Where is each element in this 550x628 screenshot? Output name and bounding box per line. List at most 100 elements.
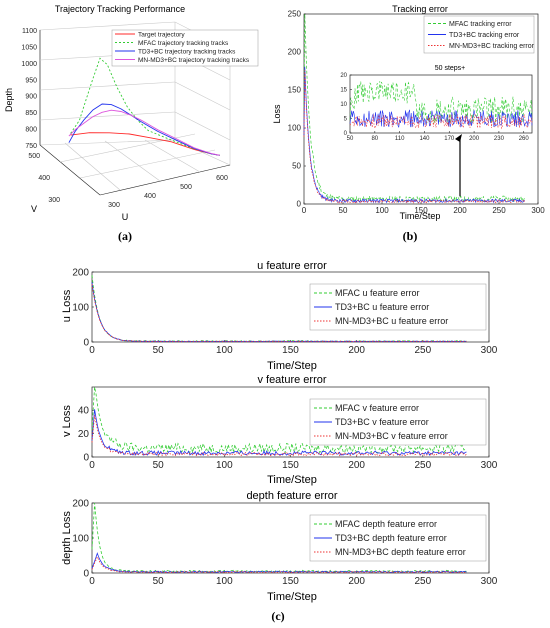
x-tick-label: 250 bbox=[492, 206, 506, 215]
series-line-1 bbox=[91, 409, 467, 456]
legend-entry: MN-MD3+BC trajectory tracking tracks bbox=[138, 57, 250, 64]
trajectory-line-2 bbox=[68, 103, 220, 156]
y-tick-label: 40 bbox=[78, 406, 90, 417]
x-tick-label: 50 bbox=[339, 206, 348, 215]
x-tick-label: 140 bbox=[419, 136, 430, 142]
legend-entry: TD3+BC u feature error bbox=[335, 302, 429, 312]
panel-a-u-label: U bbox=[122, 212, 129, 222]
y-tick-label: 5 bbox=[344, 117, 348, 123]
panel-b-title: Tracking error bbox=[392, 4, 448, 14]
depth-tick-label: 1000 bbox=[21, 61, 37, 68]
legend-entry: MN-MD3+BC u feature error bbox=[335, 316, 448, 326]
panel-c1-ylabel: u Loss bbox=[61, 289, 73, 322]
u-tick-label: 300 bbox=[108, 202, 120, 209]
panel-c3-xlabel: Time/Step bbox=[267, 591, 317, 603]
x-tick-label: 0 bbox=[89, 460, 95, 471]
panel-c3-plot-area: 0 50 100 150 200 250 300 0 100 200 MFAC depth feat… bbox=[72, 498, 497, 587]
y-tick-label: 250 bbox=[288, 10, 302, 19]
legend-entry: MN-MD3+BC depth feature error bbox=[335, 547, 466, 557]
depth-tick-label: 750 bbox=[25, 143, 37, 150]
legend-entry: MFAC v feature error bbox=[335, 403, 419, 413]
panel-a-series-lines bbox=[68, 57, 220, 156]
x-tick-label: 200 bbox=[453, 206, 467, 215]
x-tick-label: 0 bbox=[89, 345, 95, 356]
x-tick-label: 300 bbox=[481, 576, 498, 587]
panel-a-depth-label: Depth bbox=[4, 88, 14, 112]
panel-b-tracking-error-plot: Tracking error 0 50 100 150 200 250 3000501001… bbox=[272, 4, 545, 221]
legend-box bbox=[309, 398, 487, 446]
legend-entry: MFAC tracking error bbox=[449, 21, 512, 28]
panel-c-u-feature-error-plot: u feature error 0 50 100 150 200 250 300 0 100 20… bbox=[61, 260, 498, 372]
panel-a-title: Trajectory Tracking Performance bbox=[55, 4, 185, 14]
x-tick-label: 250 bbox=[414, 576, 431, 587]
x-tick-label: 100 bbox=[216, 460, 233, 471]
y-tick-label: 0 bbox=[83, 568, 89, 579]
x-tick-label: 260 bbox=[519, 136, 530, 142]
panel-b-inset-plot: 50 80 110 140 170 200 230 260 0 5 10 15 20 bbox=[340, 73, 533, 197]
x-tick-label: 0 bbox=[302, 206, 307, 215]
x-tick-label: 300 bbox=[531, 206, 545, 215]
series-line-2 bbox=[91, 284, 467, 343]
v-tick-label: 300 bbox=[48, 197, 60, 204]
x-tick-label: 0 bbox=[89, 576, 95, 587]
x-tick-label: 150 bbox=[282, 460, 299, 471]
y-tick-label: 0 bbox=[344, 131, 348, 137]
x-tick-label: 300 bbox=[481, 345, 498, 356]
v-tick-label: 500 bbox=[28, 153, 40, 160]
panel-a-depth-ticks: 750 800 850 900 950 1000 1050 1100 bbox=[21, 28, 37, 150]
u-tick-label: 600 bbox=[216, 175, 228, 182]
legend-entry: TD3+BC trajectory tracking tracks bbox=[138, 49, 236, 56]
depth-tick-label: 1050 bbox=[21, 44, 37, 51]
panel-b-ylabel: Loss bbox=[272, 104, 282, 124]
legend-entry: TD3+BC tracking error bbox=[449, 32, 520, 39]
legend-entry: TD3+BC v feature error bbox=[335, 417, 429, 427]
u-tick-label: 500 bbox=[180, 184, 192, 191]
x-tick-label: 50 bbox=[153, 576, 165, 587]
legend-box bbox=[309, 283, 487, 331]
v-tick-label: 400 bbox=[38, 175, 50, 182]
panel-a-v-ticks: 300 400 500 bbox=[28, 153, 60, 204]
panel-a-v-label: V bbox=[31, 204, 37, 214]
x-tick-label: 200 bbox=[469, 136, 480, 142]
y-tick-label: 0 bbox=[83, 337, 89, 348]
x-tick-label: 150 bbox=[282, 345, 299, 356]
panel-b-caption-label: (b) bbox=[403, 229, 418, 243]
trajectory-line-1 bbox=[70, 57, 220, 156]
panel-c3-title: depth feature error bbox=[246, 490, 337, 502]
panel-a-u-ticks: 300 400 500 600 bbox=[108, 175, 228, 209]
y-tick-label: 100 bbox=[72, 302, 89, 313]
u-tick-label: 400 bbox=[144, 193, 156, 200]
panel-a-caption-label: (a) bbox=[118, 229, 132, 243]
legend-entry: MFAC depth feature error bbox=[335, 519, 437, 529]
trajectory-line-0 bbox=[70, 132, 220, 156]
series-line-2 bbox=[91, 556, 467, 574]
x-tick-label: 50 bbox=[153, 345, 165, 356]
panel-c2-ylabel: v Loss bbox=[61, 405, 73, 437]
legend-entry: Target trajectory bbox=[138, 32, 185, 39]
y-tick-label: 150 bbox=[288, 86, 302, 95]
series-line-0 bbox=[303, 13, 525, 203]
x-tick-label: 150 bbox=[282, 576, 299, 587]
x-tick-label: 230 bbox=[494, 136, 505, 142]
x-tick-label: 50 bbox=[153, 460, 165, 471]
y-tick-label: 20 bbox=[340, 73, 347, 79]
legend-entry: MFAC trajectory tracking tracks bbox=[138, 40, 229, 47]
x-tick-label: 170 bbox=[444, 136, 455, 142]
x-tick-label: 50 bbox=[347, 136, 354, 142]
inset-series-line-2 bbox=[349, 114, 533, 130]
y-tick-label: 100 bbox=[72, 533, 89, 544]
y-tick-label: 20 bbox=[78, 429, 90, 440]
panel-c-depth-feature-error-plot: depth feature error 0 50 100 150 200 250 300 0 1… bbox=[61, 490, 498, 603]
series-line-2 bbox=[303, 70, 526, 204]
series-line-2 bbox=[91, 415, 467, 457]
x-tick-label: 150 bbox=[414, 206, 428, 215]
legend-entry: MFAC u feature error bbox=[335, 288, 420, 298]
x-tick-label: 250 bbox=[414, 460, 431, 471]
panel-a-trajectory-plot: Trajectory Tracking Performance 750 800 85… bbox=[4, 4, 259, 222]
legend-entry: TD3+BC depth feature error bbox=[335, 533, 447, 543]
x-tick-label: 250 bbox=[414, 345, 431, 356]
y-tick-label: 50 bbox=[292, 162, 301, 171]
x-tick-label: 300 bbox=[481, 460, 498, 471]
depth-tick-label: 800 bbox=[25, 127, 37, 134]
